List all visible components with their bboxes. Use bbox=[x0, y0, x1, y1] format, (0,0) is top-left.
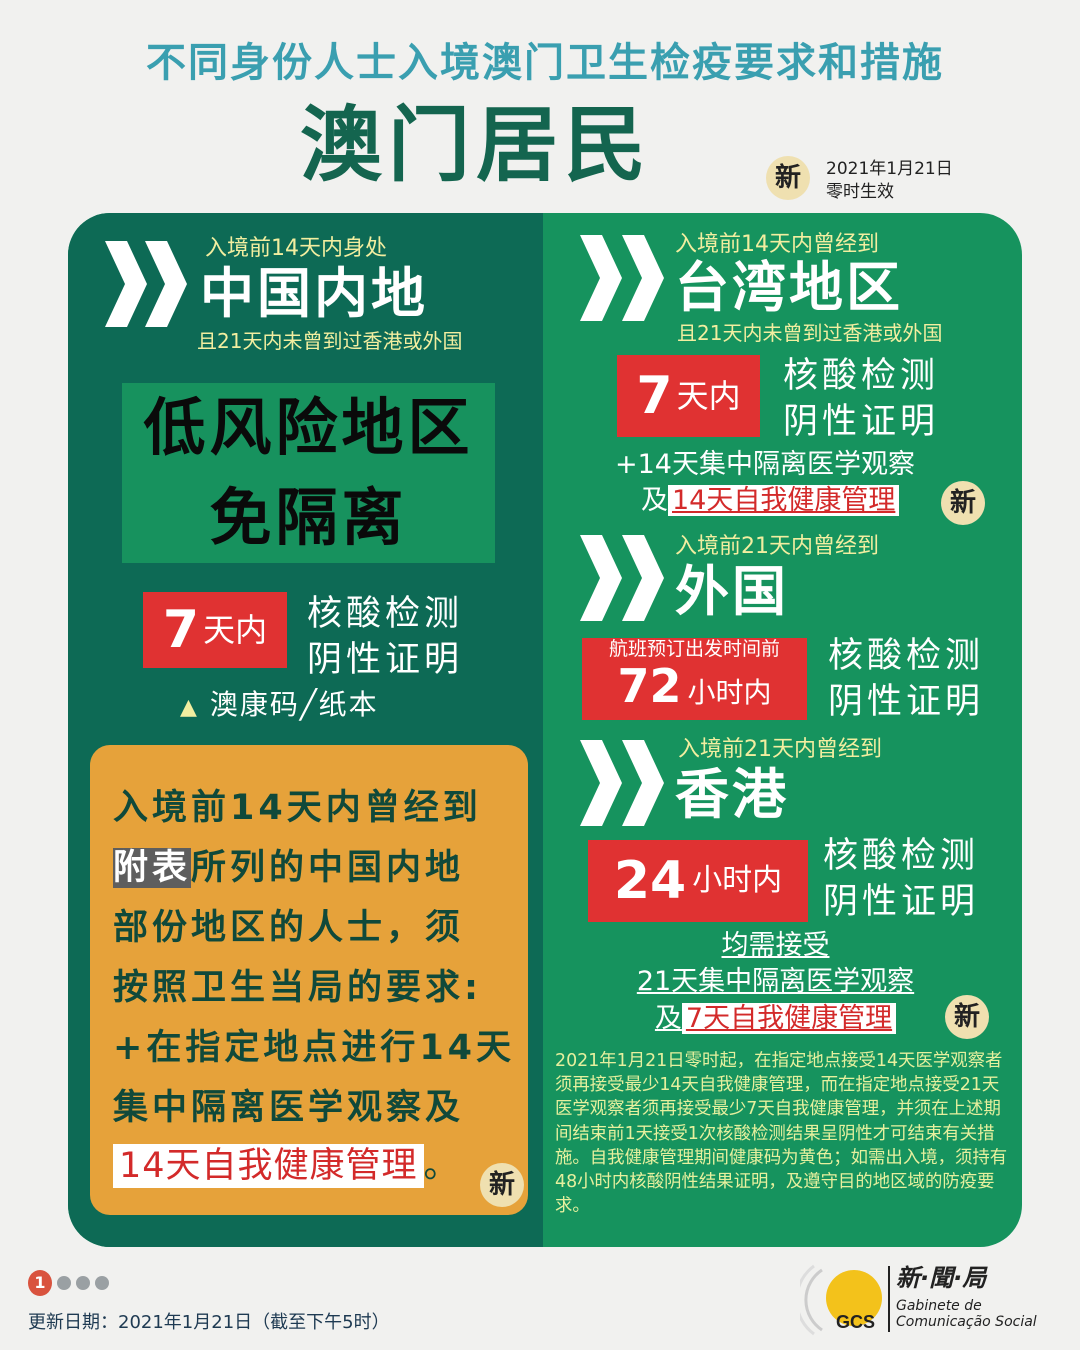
no-quarantine-text: 免隔离 bbox=[209, 481, 408, 554]
effective-date: 2021年1月21日 零时生效 bbox=[826, 158, 953, 204]
test-line1: 核酸检测 bbox=[307, 594, 464, 634]
logo-pt-line2: Comunicação Social bbox=[896, 1314, 1037, 1330]
mainland-pre: 入境前14天内身处 bbox=[205, 236, 387, 261]
gcs-logo-mark: GCS bbox=[800, 1264, 882, 1336]
effective-date-text: 2021年1月21日 bbox=[826, 159, 953, 179]
notice-line: 按照卫生当局的要求: bbox=[113, 968, 482, 1008]
page-dot[interactable] bbox=[95, 1276, 109, 1290]
page-title: 不同身份人士入境澳门卫生检疫要求和措施 bbox=[146, 40, 944, 86]
logo-divider bbox=[888, 1266, 890, 1332]
health-code: ▲ 澳康码╱纸本 bbox=[180, 687, 379, 726]
test-line2: 阴性证明 bbox=[828, 682, 985, 722]
self-management-highlight: 14天自我健康管理 bbox=[113, 1144, 424, 1188]
main-panel: 入境前14天内身处 中国内地 且21天内未曾到过香港或外国 低风险地区免隔离 7… bbox=[68, 213, 1022, 1247]
chevron-right-icon bbox=[580, 235, 664, 321]
notice-line: 集中隔离医学观察及 bbox=[113, 1088, 465, 1128]
chevron-right-icon bbox=[580, 535, 664, 621]
annex-link[interactable]: 附表 bbox=[113, 848, 192, 888]
foreign-hours-box: 航班预订出发时间前 72 小时内 bbox=[582, 638, 807, 720]
taiwan-self-management: 及 14天自我健康管理 bbox=[641, 485, 900, 517]
hours-unit: 小时内 bbox=[692, 863, 783, 898]
update-date: 更新日期：2021年1月21日（截至下午5时） bbox=[28, 1312, 390, 1333]
logo-chinese: 新·聞·局 bbox=[896, 1264, 987, 1292]
page-dot-active[interactable]: 1 bbox=[28, 1270, 52, 1296]
hongkong-pre: 入境前21天内曾经到 bbox=[678, 737, 882, 762]
health-code-text: 澳康码╱纸本 bbox=[209, 688, 379, 721]
taiwan-pre: 入境前14天内曾经到 bbox=[675, 232, 879, 257]
new-badge: 新 bbox=[480, 1163, 524, 1207]
days-unit: 天内 bbox=[676, 377, 741, 415]
taiwan-days-box: 7 天内 bbox=[617, 355, 760, 437]
test-days-box: 7 天内 bbox=[143, 592, 287, 668]
flight-note: 航班预订出发时间前 bbox=[608, 637, 780, 660]
page-indicator: 1 bbox=[28, 1270, 109, 1296]
days-unit: 天内 bbox=[203, 611, 268, 649]
new-badge: 新 bbox=[945, 995, 989, 1039]
test-line1: 核酸检测 bbox=[828, 636, 985, 676]
triangle-icon: ▲ bbox=[180, 695, 199, 720]
annex-notice-box: 入境前14天内曾经到 附表所列的中国内地 部份地区的人士，须 按照卫生当局的要求… bbox=[90, 745, 528, 1215]
notice-line: 14天自我健康管理。 bbox=[113, 1143, 460, 1189]
new-badge: 新 bbox=[766, 156, 810, 200]
logo-pt-line1: Gabinete de bbox=[896, 1298, 982, 1314]
test-line1: 核酸检测 bbox=[783, 356, 940, 396]
notice-line: +在指定地点进行14天 bbox=[113, 1028, 516, 1068]
taiwan-quarantine: +14天集中隔离医学观察 bbox=[615, 449, 915, 480]
common-requirement: 均需接受 bbox=[721, 930, 830, 961]
notice-text: 所列的中国内地 bbox=[191, 848, 465, 888]
foreign-pre: 入境前21天内曾经到 bbox=[675, 534, 879, 559]
page-subtitle: 澳门居民 bbox=[300, 98, 653, 193]
gcs-logo: GCS 新·聞·局 Gabinete de Comunicação Social bbox=[800, 1262, 1070, 1338]
hours-number: 24 bbox=[613, 851, 687, 911]
logo-portuguese: Gabinete de Comunicação Social bbox=[896, 1298, 1037, 1330]
prefix: 及 bbox=[654, 1003, 682, 1034]
common-self-management: 及 7天自我健康管理 bbox=[543, 1003, 1008, 1035]
notice-line: 附表所列的中国内地 bbox=[113, 845, 464, 891]
hongkong-region: 香港 bbox=[675, 763, 789, 826]
chevron-right-icon bbox=[105, 241, 187, 327]
notice-line: 部份地区的人士，须 bbox=[113, 908, 465, 948]
prefix: 及 bbox=[641, 485, 668, 516]
mainland-cond: 且21天内未曾到过香港或外国 bbox=[197, 329, 463, 353]
test-line2: 阴性证明 bbox=[823, 882, 980, 922]
notice-line: 入境前14天内曾经到 bbox=[113, 788, 482, 828]
policy-note: 2021年1月21日零时起，在指定地点接受14天医学观察者须再接受最少14天自我… bbox=[555, 1051, 1008, 1217]
logo-mark-text: GCS bbox=[836, 1312, 875, 1332]
low-risk-box: 低风险地区 免隔离 bbox=[122, 383, 495, 563]
taiwan-region: 台湾地区 bbox=[675, 256, 903, 319]
page-dot[interactable] bbox=[76, 1276, 90, 1290]
low-risk-text: 低风险地区 bbox=[143, 391, 474, 464]
self-management-highlight: 7天自我健康管理 bbox=[681, 1003, 897, 1034]
new-badge: 新 bbox=[941, 481, 985, 525]
hours-unit: 小时内 bbox=[687, 675, 772, 709]
notice-end: 。 bbox=[423, 1146, 460, 1186]
taiwan-test: 核酸检测 阴性证明 bbox=[783, 353, 939, 445]
test-line2: 阴性证明 bbox=[783, 402, 940, 442]
hongkong-test: 核酸检测 阴性证明 bbox=[823, 833, 979, 925]
test-requirement: 核酸检测 阴性证明 bbox=[307, 591, 463, 683]
days-number: 7 bbox=[636, 366, 673, 426]
common-quarantine: 21天集中隔离医学观察 bbox=[636, 966, 915, 997]
self-management-highlight: 14天自我健康管理 bbox=[668, 485, 900, 516]
days-number: 7 bbox=[162, 600, 200, 660]
mainland-region: 中国内地 bbox=[200, 262, 428, 325]
hongkong-hours-box: 24 小时内 bbox=[588, 840, 808, 922]
test-line2: 阴性证明 bbox=[307, 640, 464, 680]
foreign-test: 核酸检测 阴性证明 bbox=[828, 633, 984, 725]
page-dot[interactable] bbox=[57, 1276, 71, 1290]
mainland-section: 入境前14天内身处 中国内地 且21天内未曾到过香港或外国 低风险地区免隔离 7… bbox=[68, 213, 543, 1247]
taiwan-cond: 且21天内未曾到过香港或外国 bbox=[677, 321, 943, 345]
effective-time-text: 零时生效 bbox=[826, 182, 894, 202]
foreign-region: 外国 bbox=[675, 560, 789, 623]
hours-number: 72 bbox=[617, 658, 682, 713]
test-line1: 核酸检测 bbox=[823, 836, 980, 876]
chevron-right-icon bbox=[580, 740, 664, 826]
